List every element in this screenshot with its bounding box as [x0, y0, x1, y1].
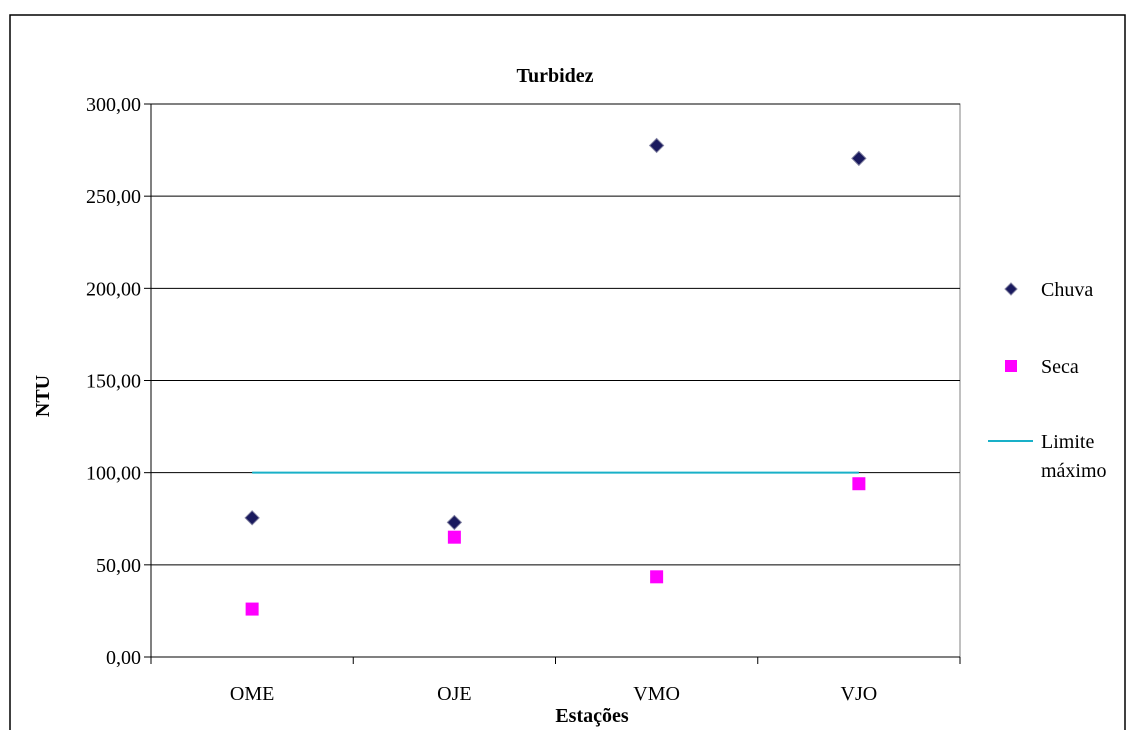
legend-label: Chuva	[1041, 279, 1093, 301]
chuva-point	[244, 510, 260, 526]
chart-title: Turbidez	[516, 65, 593, 87]
y-tick-label: 150,00	[86, 371, 141, 393]
seca-point	[245, 602, 259, 616]
legend-label: Limite	[1041, 431, 1094, 453]
x-tick-label: VJO	[841, 683, 878, 705]
y-tick-label: 100,00	[86, 463, 141, 485]
seca-point	[650, 570, 664, 584]
y-tick-label: 200,00	[86, 278, 141, 300]
seca-point	[447, 530, 461, 544]
series-layer	[244, 137, 867, 616]
y-tick-label: 0,00	[106, 647, 141, 669]
legend-label: Seca	[1041, 356, 1079, 378]
legend-label: máximo	[1041, 460, 1107, 482]
y-axis-title: NTU	[32, 375, 54, 417]
y-tick-label: 50,00	[96, 555, 141, 577]
x-axis-ticks: OME OJE VMO VJO	[150, 657, 961, 705]
x-axis-title: Estações	[555, 705, 629, 727]
chuva-point	[648, 137, 665, 154]
chuva-point	[851, 150, 867, 167]
x-tick-label: OJE	[437, 683, 471, 705]
outer-border	[9, 14, 1126, 730]
y-axis-ticks: 0,00 50,00 100,00 150,00 200,00 250,00 300,00	[86, 94, 151, 669]
legend-chuva-marker	[1004, 282, 1018, 296]
chuva-point	[446, 514, 463, 531]
y-tick-label: 250,00	[86, 186, 141, 208]
seca-point	[852, 477, 866, 491]
y-tick-label: 300,00	[86, 94, 141, 116]
x-tick-label: VMO	[633, 683, 680, 705]
x-tick-label: OME	[230, 683, 274, 705]
legend: Chuva Seca Limite máximo	[988, 279, 1107, 482]
legend-seca-marker	[1005, 360, 1017, 372]
